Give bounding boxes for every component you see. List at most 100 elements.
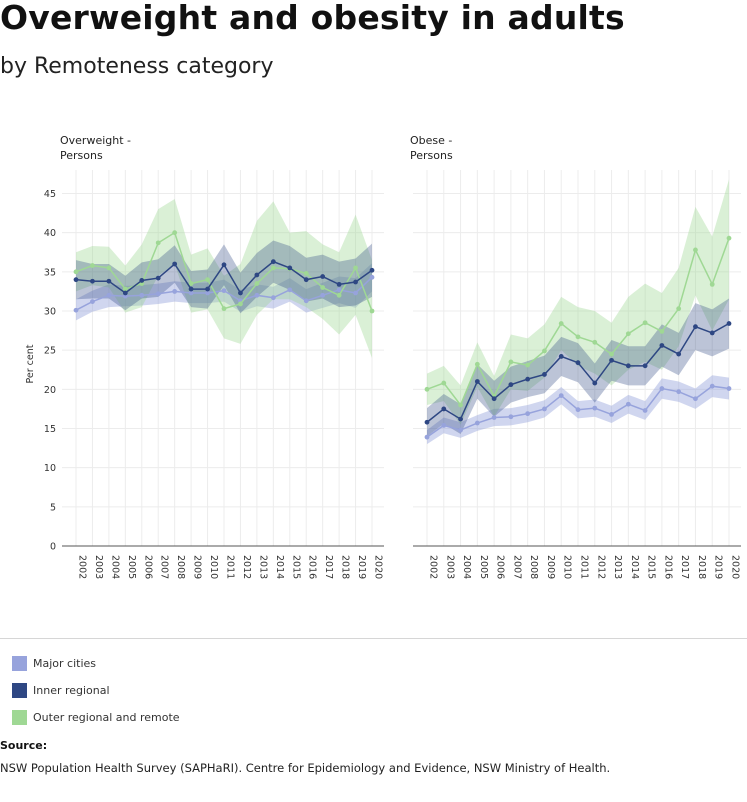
x-tick-label: 2015 xyxy=(290,555,301,579)
charts-canvas: Overweight - Persons 0 5 10 15 20 25 30 35 40 45 Per… xyxy=(25,134,741,579)
data-point-inner-regional xyxy=(172,261,178,267)
data-point-major-cities xyxy=(726,386,732,391)
y-tick-label: 5 xyxy=(50,502,56,513)
panel-obese: Obese - Persons 2002 2003 2004 2005 2006 2007 20… xyxy=(410,134,741,579)
data-point-inner-regional xyxy=(441,406,447,412)
legend-swatch-outer-regional xyxy=(12,710,27,725)
x-tick-label: 2008 xyxy=(528,555,539,579)
x-tick-label: 2012 xyxy=(241,555,252,579)
data-point-major-cities xyxy=(287,287,293,293)
data-point-inner-regional xyxy=(693,324,698,330)
data-point-major-cities xyxy=(221,288,227,294)
panel-title-obese-line-1: Obese - xyxy=(410,134,452,147)
data-point-inner-regional xyxy=(254,272,260,278)
x-tick-label: 2011 xyxy=(579,555,590,579)
data-point-major-cities xyxy=(558,393,564,398)
data-point-major-cities xyxy=(320,292,326,298)
data-point-major-cities xyxy=(642,408,648,413)
x-tick-label: 2014 xyxy=(274,555,285,579)
data-point-inner-regional xyxy=(139,278,145,283)
data-point-major-cities xyxy=(575,407,581,413)
data-point-outer-regional-and-remote xyxy=(609,351,614,357)
data-point-outer-regional-and-remote xyxy=(221,306,227,312)
data-point-outer-regional-and-remote xyxy=(270,265,276,271)
data-point-inner-regional xyxy=(336,281,342,287)
data-point-inner-regional xyxy=(106,278,112,284)
data-point-inner-regional xyxy=(205,286,210,292)
data-point-major-cities xyxy=(353,290,358,296)
x-tick-label: 2005 xyxy=(126,555,137,579)
data-point-major-cities xyxy=(155,291,161,297)
legend-item-inner-regional[interactable]: Inner regional xyxy=(12,677,180,704)
data-point-inner-regional xyxy=(609,357,614,363)
data-point-outer-regional-and-remote xyxy=(693,247,698,253)
data-point-inner-regional xyxy=(491,396,497,402)
data-point-outer-regional-and-remote xyxy=(254,281,260,286)
data-point-inner-regional xyxy=(320,274,326,279)
data-point-major-cities xyxy=(474,420,480,426)
data-point-major-cities xyxy=(172,289,178,294)
x-tick-label: 2013 xyxy=(257,555,268,579)
data-point-major-cities xyxy=(659,386,665,391)
data-point-inner-regional xyxy=(575,360,581,366)
x-tick-label: 2016 xyxy=(662,555,673,579)
x-tick-label: 2006 xyxy=(142,555,153,579)
data-point-major-cities xyxy=(90,299,95,304)
data-point-major-cities xyxy=(205,290,210,296)
x-tick-label: 2007 xyxy=(159,555,170,579)
data-point-major-cities xyxy=(106,292,112,298)
x-tick-label: 2014 xyxy=(629,555,640,579)
panel-title-obese-line-2: Persons xyxy=(410,149,453,162)
data-point-outer-regional-and-remote xyxy=(676,306,682,312)
legend-swatch-major-cities xyxy=(12,656,27,671)
x-tick-label: 2008 xyxy=(175,555,186,579)
x-tick-label: 2005 xyxy=(478,555,489,579)
data-point-outer-regional-and-remote xyxy=(303,271,309,276)
data-point-inner-regional xyxy=(625,363,631,369)
data-point-outer-regional-and-remote xyxy=(525,362,531,368)
y-tick-label: 20 xyxy=(44,385,56,396)
data-point-major-cities xyxy=(303,298,309,304)
data-point-inner-regional xyxy=(642,363,648,369)
data-point-major-cities xyxy=(676,389,682,395)
x-tick-label: 2020 xyxy=(730,555,741,579)
data-point-major-cities xyxy=(188,290,194,296)
legend-divider xyxy=(0,638,747,639)
data-point-outer-regional-and-remote xyxy=(155,240,161,246)
data-point-inner-regional xyxy=(676,351,682,357)
data-point-major-cities xyxy=(254,292,260,298)
y-tick-label: 15 xyxy=(44,424,56,435)
y-tick-label: 30 xyxy=(44,307,56,318)
data-point-outer-regional-and-remote xyxy=(592,339,598,345)
data-point-inner-regional xyxy=(353,279,358,285)
data-point-inner-regional xyxy=(90,278,95,284)
data-point-major-cities xyxy=(139,292,145,298)
x-tick-label: 2009 xyxy=(545,555,556,579)
legend-item-outer-regional[interactable]: Outer regional and remote xyxy=(12,704,180,731)
data-point-major-cities xyxy=(693,396,698,402)
x-tick-label: 2004 xyxy=(109,555,120,579)
legend-label-inner-regional: Inner regional xyxy=(33,684,110,697)
data-point-inner-regional xyxy=(726,321,732,326)
source-heading: Source: xyxy=(0,739,48,752)
x-tick-label: 2010 xyxy=(562,555,573,579)
x-tick-label: 2002 xyxy=(77,555,88,579)
x-tick-label: 2013 xyxy=(612,555,623,579)
legend-swatch-inner-regional xyxy=(12,683,27,698)
legend: Major cities Inner regional Outer region… xyxy=(12,650,180,731)
data-point-outer-regional-and-remote xyxy=(508,359,514,365)
x-tick-label: 2011 xyxy=(225,555,236,579)
data-point-major-cities xyxy=(542,406,547,412)
x-tick-label: 2018 xyxy=(696,555,707,579)
data-point-inner-regional xyxy=(287,265,293,271)
data-point-major-cities xyxy=(336,287,342,293)
legend-label-major-cities: Major cities xyxy=(33,657,97,670)
data-point-outer-regional-and-remote xyxy=(625,331,631,337)
x-tick-label: 2010 xyxy=(208,555,219,579)
data-point-inner-regional xyxy=(458,416,463,422)
data-point-inner-regional xyxy=(558,354,564,359)
data-point-inner-regional xyxy=(508,382,514,388)
data-point-inner-regional xyxy=(709,330,715,336)
legend-item-major-cities[interactable]: Major cities xyxy=(12,650,180,677)
data-point-inner-regional xyxy=(155,275,161,281)
